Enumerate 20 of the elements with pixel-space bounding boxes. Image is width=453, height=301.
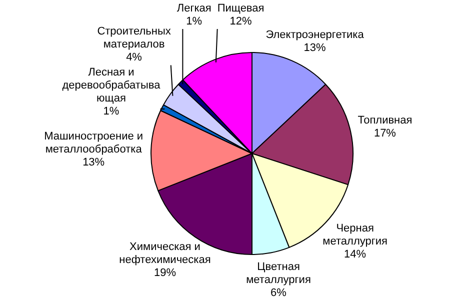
slice-label: Машиностроение и металлообработка: [44, 130, 144, 156]
data-label: 6%: [270, 286, 287, 299]
slice-label: Пищевая: [217, 2, 264, 15]
slice-label: Легкая: [176, 2, 212, 15]
slice-label: Строительных материалов: [97, 26, 172, 51]
data-label: 1%: [103, 106, 120, 118]
data-label: 1%: [186, 16, 202, 28]
data-label: 13%: [304, 42, 326, 54]
slice-label: Лесная и деревообрабатыва ющая: [62, 66, 162, 105]
data-label: 19%: [154, 266, 176, 279]
data-label: 14%: [344, 248, 366, 260]
data-label: 13%: [82, 156, 105, 168]
slice-label: Химическая и нефтехимическая: [119, 240, 211, 266]
slice-label: Черная металлургия: [322, 222, 388, 248]
slice-label: Топливная: [358, 114, 412, 126]
slice-label: Цветная металлургия: [246, 260, 311, 286]
data-label: 4%: [126, 52, 142, 64]
data-label: 12%: [230, 16, 252, 28]
data-label: 17%: [374, 127, 396, 140]
slice-label: Электроэнергетика: [266, 29, 365, 42]
